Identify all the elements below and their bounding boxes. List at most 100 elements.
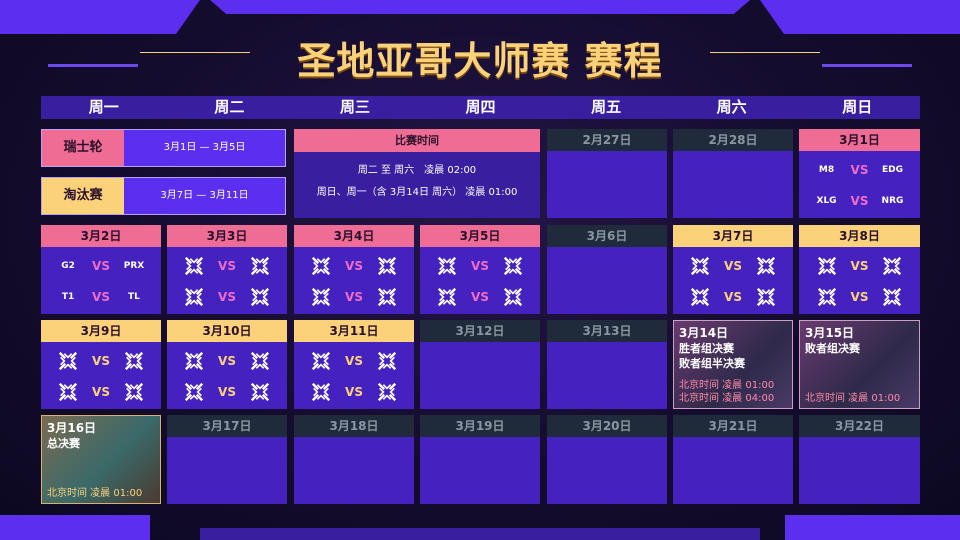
vs-label: VS [724,289,742,304]
match-time: 北京时间 凌晨 01:00 [47,488,143,499]
vs-label: VS [345,353,363,368]
tbd-team-logo-icon [688,285,712,309]
m8-logo-icon: M8 [818,164,835,175]
vs-label: VS [345,384,363,399]
day-date: 3月12日 [420,320,540,342]
tbd-team-logo-icon [122,349,146,373]
t1-logo-icon: T1 [61,291,75,302]
tbd-team-logo-icon [754,254,778,278]
day-date: 2月27日 [547,129,667,151]
day-cell[interactable]: 3月18日 [294,415,414,504]
weekday-header: 周一 周二 周三 周四 周五 周六 周日 [41,96,920,119]
day-cell[interactable]: 3月16日 总决赛 北京时间 凌晨 01:00 [41,415,161,504]
match-time: 北京时间 凌晨 04:00 [679,393,775,404]
day-date: 2月28日 [673,129,793,151]
match-list: VS VS [41,342,161,407]
tbd-team-logo-icon [435,254,459,278]
vs-label: VS [850,289,869,304]
match-list: VS VS [294,247,414,312]
match-row: T1 VS TL [41,281,161,312]
day-date: 3月17日 [167,415,287,437]
match-row: VS [673,281,793,312]
day-cell[interactable]: 3月9日 VS VS [41,320,161,409]
day-cell[interactable]: 3月7日 VS VS [673,225,793,314]
tl-logo-icon: TL [128,291,140,302]
day-date: 3月1日 [799,129,920,151]
day-date: 3月6日 [547,225,667,247]
day-cell[interactable]: 3月6日 [547,225,667,314]
match-stage-title: 败者组决赛 [805,342,860,355]
day-cell[interactable]: 3月1日 M8 VS EDG XLG VS NRG [799,129,920,218]
day-cell[interactable]: 3月17日 [167,415,287,504]
day-cell[interactable]: 3月20日 [547,415,667,504]
tbd-team-logo-icon [375,285,399,309]
vs-label: VS [218,258,236,273]
day-cell[interactable]: 3月13日 [547,320,667,409]
match-time-line: 周二 至 周六 凌晨 02:00 [357,165,477,176]
day-cell[interactable]: 3月14日 胜者组决赛 败者组半决赛 北京时间 凌晨 01:00 北京时间 凌晨 04:… [673,320,793,409]
vs-label: VS [218,384,236,399]
day-cell[interactable]: 2月28日 [673,129,793,218]
vs-label: VS [92,289,110,304]
match-time-line: 周日、周一（含 3月14日 周六） 凌晨 01:00 [316,187,518,198]
day-date: 3月4日 [294,225,414,247]
stage-swiss: 瑞士轮 3月1日 — 3月5日 [41,129,286,167]
match-list: VS VS [673,247,793,312]
match-row: VS [294,376,414,407]
match-row: VS [294,281,414,312]
match-row: VS [167,281,287,312]
match-time: 北京时间 凌晨 01:00 [805,393,901,404]
day-date: 3月9日 [41,320,161,342]
day-cell[interactable]: 3月10日 VS VS [167,320,287,409]
vs-label: VS [850,258,869,273]
tbd-team-logo-icon [182,380,206,404]
day-date: 3月2日 [41,225,161,247]
left-corner-decoration [0,0,200,34]
day-cell[interactable]: 3月2日 G2 VS PRX T1 VS TL [41,225,161,314]
day-cell[interactable]: 3月4日 VS VS [294,225,414,314]
day-date: 3月15日 [805,326,855,340]
weekday-label: 周五 [591,98,622,116]
day-cell[interactable]: 2月27日 [547,129,667,218]
day-date: 3月11日 [294,320,414,342]
tbd-team-logo-icon [182,254,206,278]
day-date: 3月19日 [420,415,540,437]
day-cell[interactable]: 3月12日 [420,320,540,409]
match-stage-title: 总决赛 [47,437,80,450]
day-cell[interactable]: 3月11日 VS VS [294,320,414,409]
match-time-header: 比赛时间 [294,129,540,152]
weekday-label: 周日 [842,98,873,116]
day-date: 3月22日 [799,415,920,437]
match-list: VS VS [420,247,540,312]
bottom-right-decoration [785,515,960,540]
tbd-team-logo-icon [248,254,272,278]
day-cell[interactable]: 3月15日败者组决赛北京时间 凌晨 01:00 [799,320,920,409]
day-cell[interactable]: 3月3日 VS VS [167,225,287,314]
day-cell[interactable]: 3月5日 VS VS [420,225,540,314]
match-stage-title: 败者组半决赛 [679,357,745,370]
day-date: 3月5日 [420,225,540,247]
match-list: VS VS [167,247,287,312]
day-date: 3月18日 [294,415,414,437]
day-cell[interactable]: 3月8日 VS VS [799,225,920,314]
day-date: 3月21日 [673,415,793,437]
match-list: VS VS [799,247,920,312]
day-cell[interactable]: 3月22日 [799,415,920,504]
tbd-team-logo-icon [754,285,778,309]
tbd-team-logo-icon [56,349,80,373]
tbd-team-logo-icon [435,285,459,309]
day-cell[interactable]: 3月21日 [673,415,793,504]
match-row: VS [673,250,793,281]
tbd-team-logo-icon [309,254,333,278]
day-date: 3月13日 [547,320,667,342]
match-times: 北京时间 凌晨 01:00 [47,487,142,500]
day-cell[interactable]: 3月19日 [420,415,540,504]
match-row: VS [167,250,287,281]
nrg-logo-icon: NRG [881,195,904,206]
tbd-team-logo-icon [375,254,399,278]
match-row: XLG VS NRG [799,185,920,216]
match-stage-title: 胜者组决赛 [679,342,734,355]
title-line-left [48,64,138,67]
tbd-team-logo-icon [815,285,839,309]
match-list: M8 VS EDG XLG VS NRG [799,151,920,216]
